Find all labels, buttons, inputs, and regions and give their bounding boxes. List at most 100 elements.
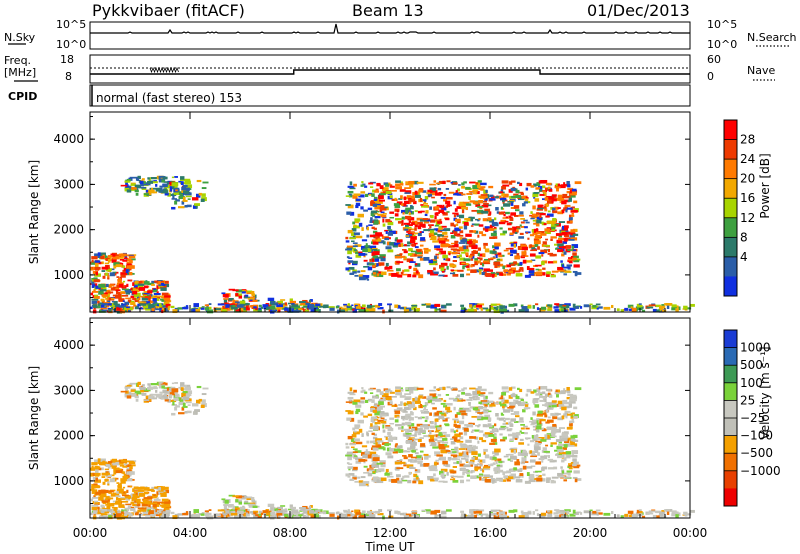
velocity-cell bbox=[503, 409, 511, 413]
velocity-cell bbox=[440, 435, 446, 438]
velocity-cell bbox=[401, 422, 405, 426]
velocity-cell bbox=[116, 482, 120, 484]
velocity-cell bbox=[379, 460, 386, 463]
velocity-cell bbox=[349, 478, 355, 481]
power-cell bbox=[477, 184, 481, 188]
velocity-cell bbox=[430, 425, 436, 429]
velocity-cell bbox=[132, 496, 138, 501]
power-ytick-label: 4000 bbox=[53, 132, 84, 146]
velocity-cell bbox=[396, 416, 399, 419]
power-cell bbox=[529, 234, 535, 237]
velocity-cell bbox=[532, 437, 538, 441]
power-cell bbox=[468, 255, 473, 258]
velocity-cell bbox=[473, 511, 477, 514]
velocity-cell bbox=[378, 509, 383, 512]
velocity-cell bbox=[200, 404, 205, 408]
velocity-cell bbox=[371, 463, 375, 466]
velocity-cell bbox=[492, 427, 498, 432]
velocity-cell bbox=[141, 384, 145, 387]
power-cell bbox=[100, 262, 103, 265]
power-cell bbox=[394, 208, 400, 212]
velocity-cell bbox=[430, 478, 435, 482]
velocity-cell bbox=[307, 513, 310, 518]
velocity-cell bbox=[463, 387, 467, 390]
velocity-cell bbox=[414, 448, 418, 451]
velocity-cell bbox=[554, 412, 559, 416]
power-cell bbox=[553, 260, 558, 264]
velocity-cell bbox=[479, 437, 484, 440]
power-cell bbox=[477, 212, 484, 215]
velocity-cell bbox=[408, 426, 412, 429]
power-cell bbox=[164, 192, 169, 196]
power-cell bbox=[485, 228, 489, 232]
power-cell bbox=[492, 228, 497, 230]
x-tick-label: 08:00 bbox=[273, 526, 308, 540]
velocity-cell bbox=[489, 442, 496, 445]
power-cell bbox=[366, 226, 369, 231]
velocity-cell bbox=[462, 471, 465, 476]
velocity-cell bbox=[453, 406, 456, 411]
velocity-cell bbox=[516, 432, 521, 435]
velocity-cell bbox=[446, 464, 451, 468]
power-cell bbox=[91, 259, 94, 263]
velocity-cell bbox=[488, 464, 494, 467]
power-cell bbox=[475, 203, 481, 207]
velocity-cell bbox=[535, 429, 540, 433]
power-cell bbox=[471, 264, 475, 267]
power-cell bbox=[520, 218, 525, 220]
power-cell bbox=[516, 253, 520, 256]
power-cell bbox=[358, 194, 365, 198]
power-cell bbox=[140, 179, 143, 182]
velocity-cell bbox=[525, 438, 529, 440]
power-colorbar-swatch bbox=[724, 198, 737, 219]
power-cell bbox=[235, 293, 239, 297]
power-cell bbox=[252, 299, 258, 302]
velocity-cell bbox=[541, 478, 546, 482]
power-cell bbox=[470, 269, 477, 273]
velocity-cell bbox=[160, 493, 167, 497]
velocity-cell bbox=[414, 469, 421, 473]
velocity-cell bbox=[540, 512, 547, 516]
power-cell bbox=[105, 268, 112, 272]
power-cell bbox=[521, 251, 527, 255]
velocity-cell bbox=[410, 412, 414, 416]
velocity-cell bbox=[245, 512, 248, 515]
power-cell bbox=[499, 273, 504, 276]
velocity-cell bbox=[376, 479, 384, 484]
power-cell bbox=[410, 228, 413, 231]
velocity-cell bbox=[554, 449, 559, 452]
power-cell bbox=[431, 259, 438, 264]
power-cell bbox=[208, 303, 212, 305]
power-cell bbox=[556, 239, 563, 244]
velocity-cell bbox=[287, 513, 294, 516]
velocity-cell bbox=[364, 399, 369, 404]
power-cell bbox=[472, 189, 479, 192]
power-cell bbox=[454, 208, 458, 212]
power-cell bbox=[355, 306, 361, 309]
velocity-cell bbox=[128, 461, 136, 465]
velocity-cell bbox=[94, 459, 101, 463]
power-cell bbox=[521, 306, 529, 310]
velocity-cell bbox=[393, 448, 401, 452]
power-cell bbox=[477, 206, 484, 208]
velocity-cell bbox=[453, 398, 458, 402]
power-cell bbox=[520, 255, 525, 259]
power-cell bbox=[246, 292, 252, 295]
velocity-cell bbox=[371, 432, 375, 436]
power-cell bbox=[99, 286, 107, 290]
velocity-cell bbox=[310, 514, 315, 518]
power-cell bbox=[567, 200, 572, 202]
power-cell bbox=[171, 176, 175, 179]
velocity-cell bbox=[458, 420, 465, 425]
power-cell bbox=[453, 214, 456, 218]
velocity-cell bbox=[478, 475, 483, 477]
power-cell bbox=[502, 199, 505, 203]
power-cell bbox=[536, 219, 542, 224]
velocity-cell bbox=[513, 447, 518, 450]
velocity-cell bbox=[509, 438, 514, 442]
velocity-cell bbox=[458, 398, 463, 400]
power-cell bbox=[368, 182, 374, 185]
velocity-cell bbox=[221, 498, 226, 501]
power-cell bbox=[508, 215, 512, 218]
velocity-cell bbox=[191, 403, 199, 407]
